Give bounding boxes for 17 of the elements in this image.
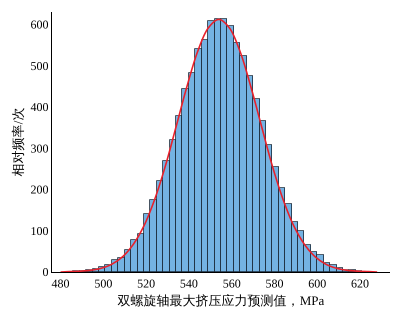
y-tick-label: 400 bbox=[30, 100, 48, 114]
y-tick-label: 100 bbox=[30, 224, 48, 238]
x-tick-label: 600 bbox=[308, 276, 326, 290]
y-tick-label: 300 bbox=[30, 141, 48, 156]
y-tick-label: 0 bbox=[42, 265, 48, 280]
y-axis-title: 相对频率/次 bbox=[10, 108, 26, 176]
x-tick-label: 500 bbox=[94, 276, 112, 290]
x-tick-label: 480 bbox=[52, 276, 70, 290]
y-tick-label: 600 bbox=[30, 18, 48, 32]
y-tick-label: 200 bbox=[30, 182, 48, 197]
x-tick-label: 520 bbox=[137, 276, 156, 290]
x-tick-label: 580 bbox=[265, 276, 284, 290]
x-axis-title: 双螺旋轴最大挤压应力预测值，MPa bbox=[118, 293, 325, 308]
x-tick-label: 560 bbox=[222, 276, 241, 290]
y-tick-label: 500 bbox=[30, 58, 48, 73]
x-tick-label: 540 bbox=[180, 276, 198, 290]
x-tick-label: 620 bbox=[351, 276, 370, 290]
